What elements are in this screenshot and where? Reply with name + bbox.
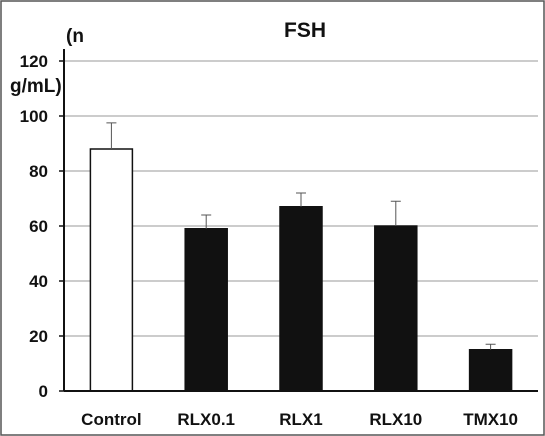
y-tick-label-40: 40 [29,272,48,291]
bar-RLX10 [374,225,418,392]
y-tick-labels: 0 20 40 60 80 100 120 [20,52,64,401]
bar-RLX0.1 [184,228,228,392]
bar-RLX1 [279,206,323,392]
y-tick-label-100: 100 [20,107,48,126]
y-tick-label-60: 60 [29,217,48,236]
y-axis-unit-line-2: g/mL) [10,76,62,97]
axes-group [63,49,538,392]
y-tick-label-0: 0 [39,382,48,401]
y-tick-label-80: 80 [29,162,48,181]
y-tick-label-120: 120 [20,52,48,71]
bars-group [89,122,513,392]
bar-Control [89,148,134,392]
category-label-RLX10: RLX10 [369,410,422,429]
category-label-Control: Control [81,410,141,429]
category-label-RLX1: RLX1 [279,410,322,429]
category-label-RLX0.1: RLX0.1 [177,410,235,429]
bar-TMX10 [468,349,513,392]
chart-title: FSH [284,19,326,42]
y-tick-label-20: 20 [29,327,48,346]
y-axis-unit-line-1: (n [66,26,84,47]
x-category-labels: Control RLX0.1 RLX1 RLX10 TMX10 [81,410,518,429]
category-label-TMX10: TMX10 [463,410,518,429]
